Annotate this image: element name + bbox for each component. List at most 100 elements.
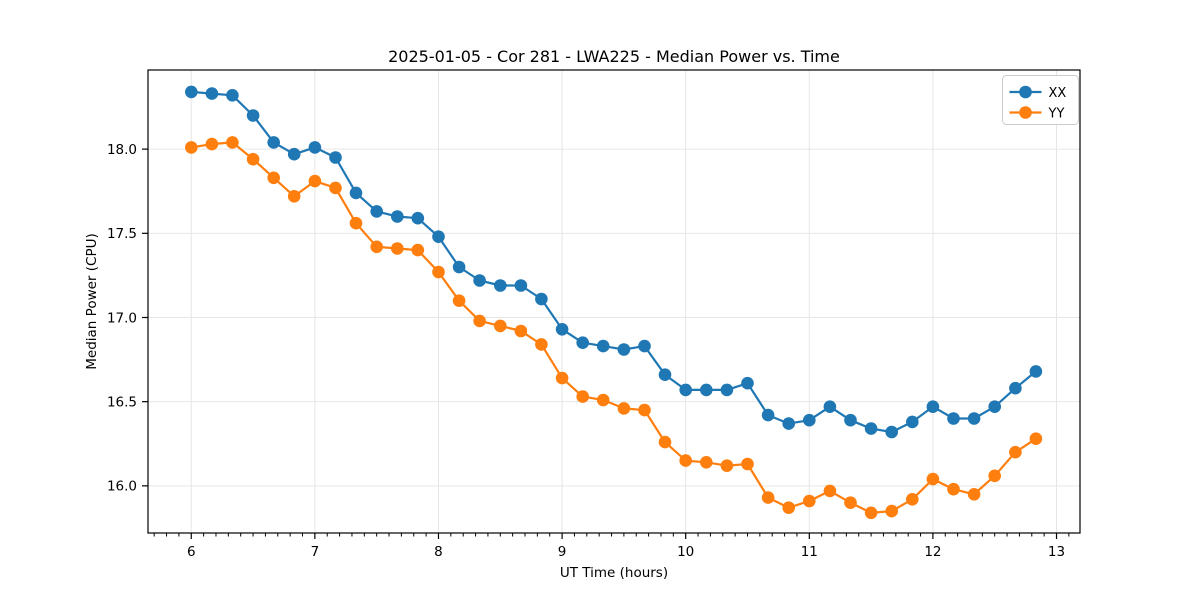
data-point-XX	[679, 383, 692, 397]
data-point-YY	[885, 504, 898, 518]
data-point-YY	[844, 496, 857, 510]
data-point-YY	[226, 136, 239, 149]
data-point-YY	[349, 216, 363, 230]
data-point-XX	[1009, 381, 1022, 395]
y-tick-label: 18.0	[107, 142, 137, 158]
data-point-XX	[761, 408, 775, 422]
axes-spines	[147, 69, 1081, 534]
data-point-YY	[906, 493, 919, 506]
legend-label-XX: XX	[1049, 86, 1067, 101]
data-point-YY	[308, 174, 322, 188]
data-point-YY	[720, 459, 734, 473]
data-point-XX	[432, 230, 445, 243]
data-point-XX	[411, 211, 425, 225]
data-point-XX	[226, 89, 239, 102]
data-point-XX	[617, 343, 631, 356]
data-point-YY	[638, 403, 651, 417]
data-point-XX	[947, 412, 960, 425]
data-point-XX	[967, 412, 981, 425]
data-point-YY	[391, 242, 404, 255]
data-point-XX	[267, 136, 281, 149]
legend-sample-marker-XX	[1019, 85, 1032, 99]
data-point-YY	[823, 484, 837, 498]
legend-box	[1002, 75, 1079, 125]
data-point-XX	[700, 383, 713, 397]
data-point-XX	[782, 417, 795, 430]
data-point-YY	[370, 240, 384, 254]
data-point-YY	[514, 324, 528, 338]
data-point-XX	[452, 260, 466, 274]
data-point-YY	[205, 137, 219, 151]
x-tick-label: 7	[311, 544, 320, 560]
data-point-YY	[741, 457, 754, 471]
x-tick-label: 8	[434, 544, 443, 560]
y-tick-label: 17.0	[107, 310, 137, 326]
x-tick-label: 11	[801, 544, 818, 560]
data-point-XX	[596, 339, 610, 353]
y-tick-label: 17.5	[107, 226, 137, 242]
data-point-YY	[555, 371, 569, 385]
series-line-YY	[190, 141, 1038, 514]
data-point-XX	[205, 87, 219, 100]
data-point-YY	[535, 338, 548, 351]
x-tick-label: 13	[1048, 544, 1065, 560]
data-point-YY	[432, 265, 445, 279]
data-point-YY	[803, 494, 816, 508]
data-point-XX	[514, 279, 528, 292]
data-point-YY	[411, 243, 425, 257]
x-tick-label: 12	[924, 544, 941, 560]
data-point-XX	[658, 368, 672, 382]
data-point-XX	[803, 413, 816, 427]
data-point-XX	[906, 415, 919, 429]
data-point-YY	[988, 469, 1001, 483]
data-point-XX	[638, 339, 651, 353]
data-point-XX	[185, 85, 198, 99]
data-point-XX	[308, 141, 322, 154]
data-point-XX	[864, 422, 878, 435]
data-point-YY	[658, 435, 672, 449]
data-point-YY	[185, 141, 198, 154]
data-point-XX	[844, 413, 857, 427]
legend-sample-marker-YY	[1019, 106, 1032, 119]
data-point-XX	[370, 205, 384, 218]
data-point-XX	[1029, 365, 1043, 378]
data-point-YY	[494, 319, 507, 333]
data-point-YY	[926, 472, 940, 486]
data-point-XX	[329, 151, 342, 164]
data-point-YY	[246, 152, 260, 166]
data-point-YY	[267, 171, 281, 185]
data-point-XX	[349, 186, 363, 200]
data-point-XX	[741, 376, 754, 390]
data-point-XX	[988, 400, 1001, 414]
data-point-YY	[782, 501, 795, 514]
data-point-XX	[494, 279, 507, 292]
chart-title: 2025-01-05 - Cor 281 - LWA225 - Median P…	[388, 47, 840, 66]
data-point-YY	[329, 181, 342, 195]
data-point-XX	[823, 400, 837, 414]
data-point-YY	[864, 506, 878, 520]
data-point-XX	[555, 323, 569, 336]
data-point-XX	[885, 425, 898, 439]
data-point-YY	[576, 390, 589, 403]
data-point-XX	[535, 292, 548, 306]
x-axis-label: UT Time (hours)	[560, 565, 668, 581]
data-point-XX	[576, 336, 589, 350]
data-point-YY	[1029, 432, 1043, 446]
data-point-YY	[452, 294, 466, 308]
data-point-XX	[720, 383, 734, 397]
data-point-YY	[967, 488, 981, 501]
data-point-YY	[473, 314, 486, 328]
x-tick-label: 6	[187, 544, 196, 560]
data-point-YY	[1009, 445, 1022, 459]
data-point-YY	[596, 393, 610, 407]
data-point-XX	[246, 109, 260, 122]
data-point-XX	[391, 210, 404, 223]
data-point-YY	[947, 482, 960, 496]
data-point-YY	[700, 456, 713, 469]
data-point-XX	[473, 274, 486, 287]
data-point-YY	[761, 491, 775, 504]
legend-label-YY: YY	[1048, 106, 1065, 121]
y-tick-label: 16.5	[107, 394, 137, 410]
